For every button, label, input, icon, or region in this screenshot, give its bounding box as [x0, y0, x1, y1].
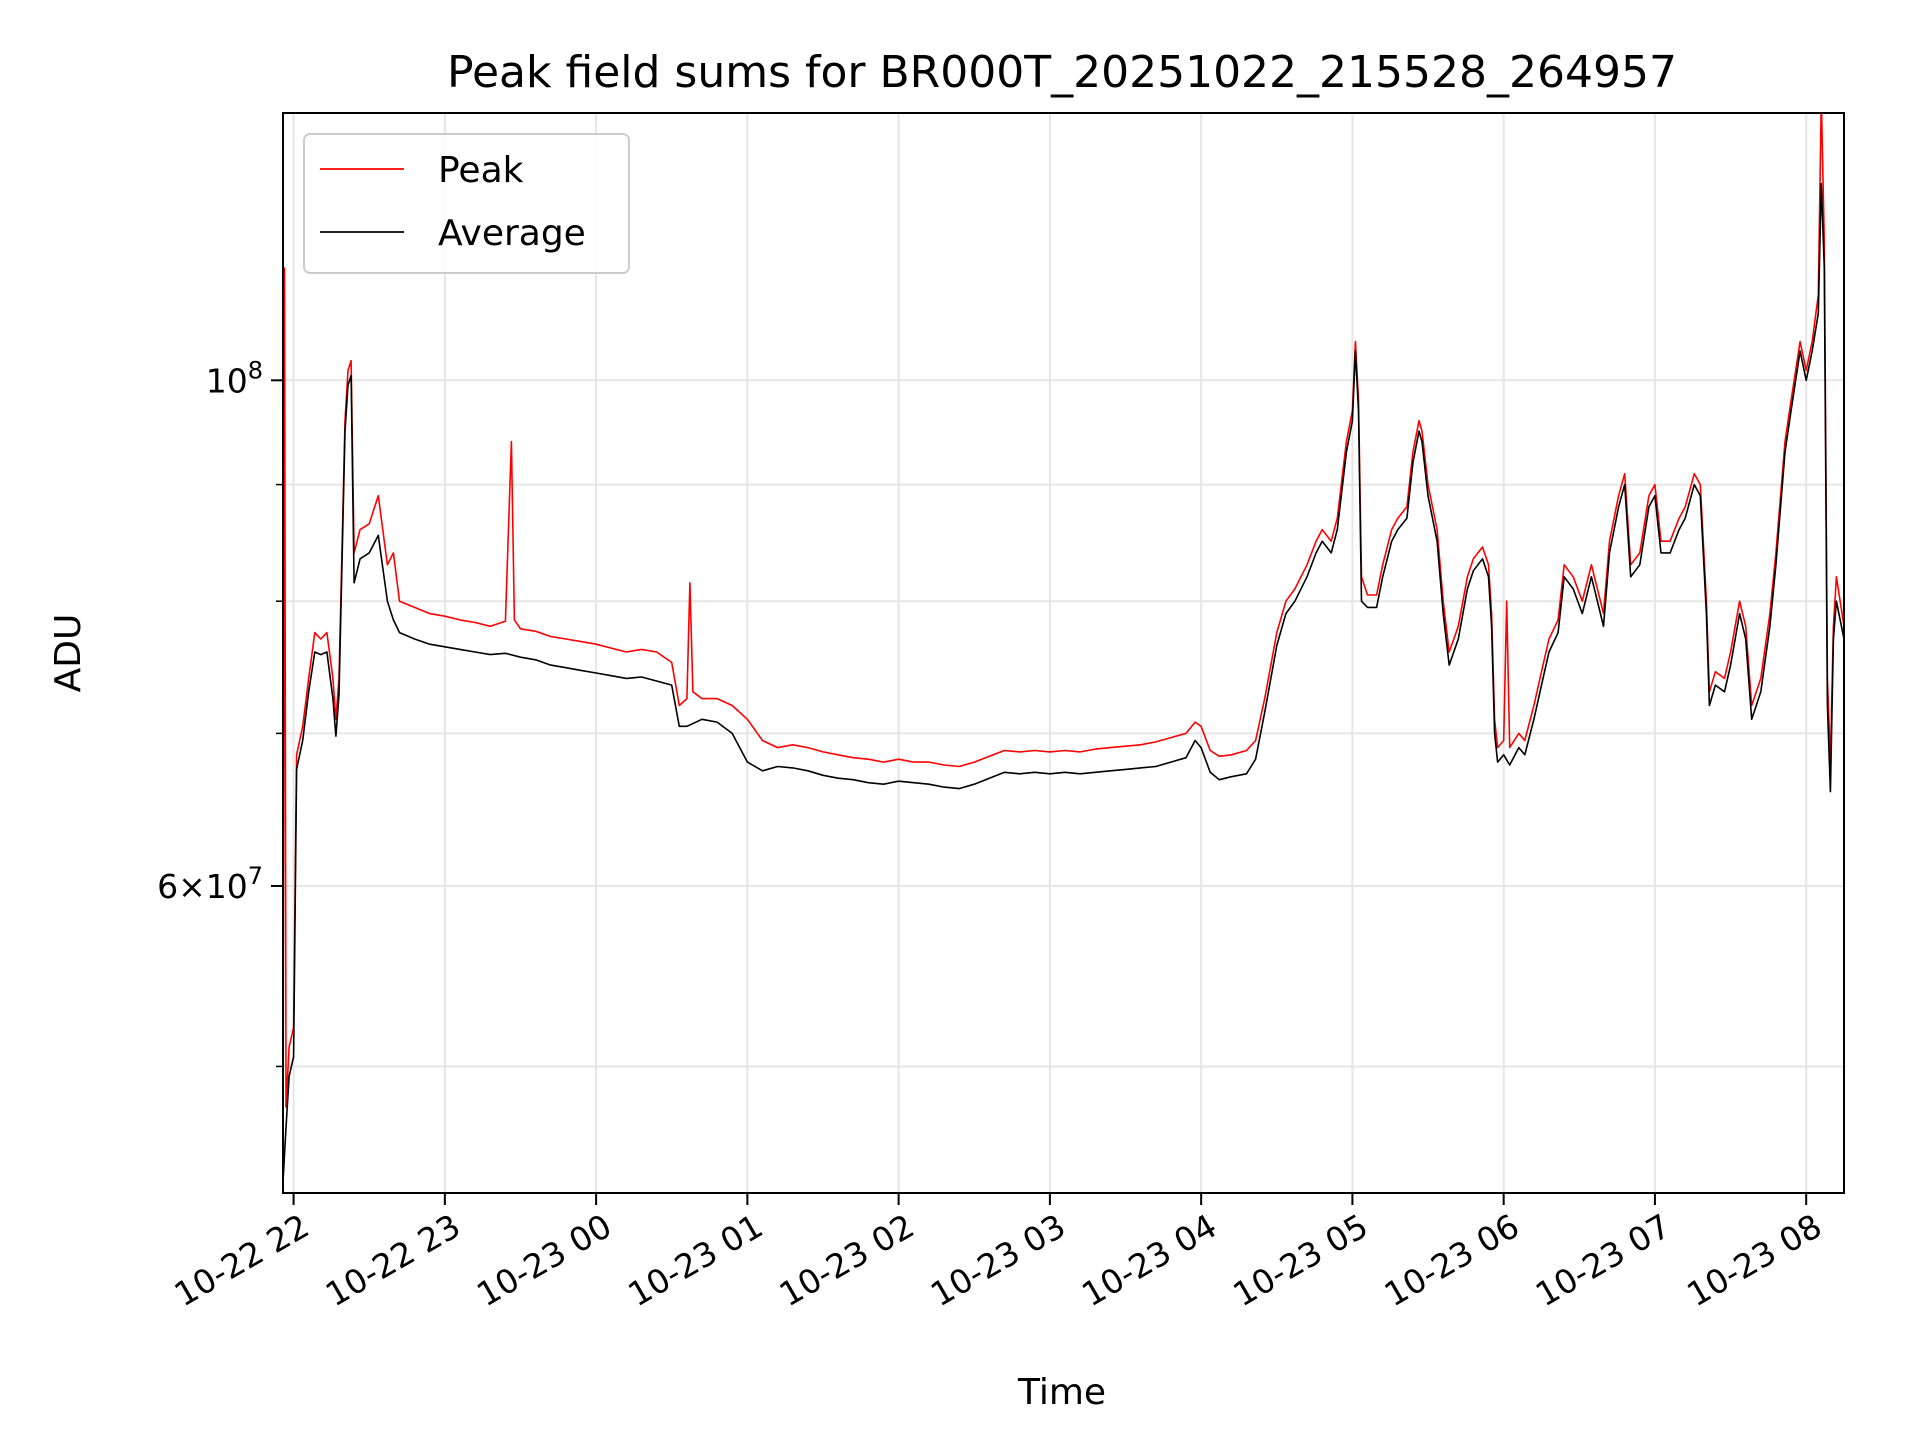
plot-frame — [282, 112, 1845, 1194]
y-tick-label: 6×107 — [157, 862, 263, 906]
y-tick-label: 108 — [206, 356, 263, 400]
legend-peak-label: Peak — [438, 150, 524, 191]
legend: Peak Average — [303, 133, 630, 274]
x-axis-label: Time — [1017, 1372, 1106, 1413]
legend-average-label: Average — [438, 213, 586, 254]
grid — [283, 113, 1844, 1193]
series-peak-line — [283, 113, 1844, 1171]
plot-area — [283, 113, 1844, 1182]
y-axis: 108 6×107 — [157, 356, 283, 1068]
chart-title: Peak field sums for BR000T_20251022_2155… — [447, 47, 1677, 98]
y-axis-label: ADU — [48, 614, 89, 693]
series-average-line — [283, 182, 1844, 1182]
